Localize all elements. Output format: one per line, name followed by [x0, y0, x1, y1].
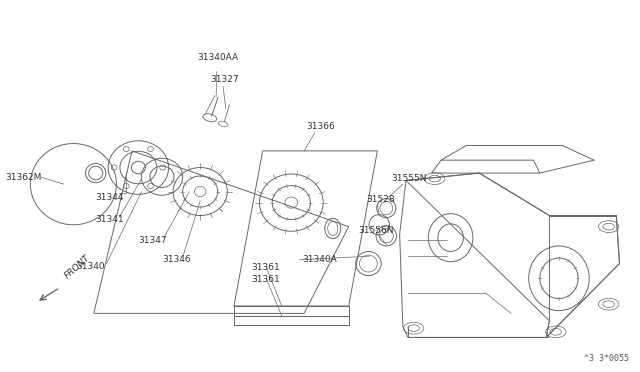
Text: 31555N: 31555N: [392, 174, 427, 183]
Text: 31340AA: 31340AA: [198, 53, 239, 62]
Text: 31361: 31361: [251, 275, 280, 283]
Text: 31361: 31361: [251, 263, 280, 272]
Text: 31556N: 31556N: [358, 226, 394, 235]
Text: 31362M: 31362M: [5, 173, 42, 182]
Text: 31340: 31340: [77, 262, 105, 271]
Text: 31340A: 31340A: [302, 255, 337, 264]
Text: ^3 3*0055: ^3 3*0055: [584, 354, 629, 363]
Text: 31366: 31366: [306, 122, 335, 131]
Text: 31344: 31344: [96, 193, 124, 202]
Text: 31347: 31347: [138, 236, 167, 245]
Text: 31528: 31528: [366, 195, 394, 204]
Text: 31341: 31341: [96, 215, 124, 224]
Text: FRONT: FRONT: [63, 254, 92, 281]
Text: 31346: 31346: [162, 255, 191, 264]
Text: 31327: 31327: [211, 76, 239, 84]
